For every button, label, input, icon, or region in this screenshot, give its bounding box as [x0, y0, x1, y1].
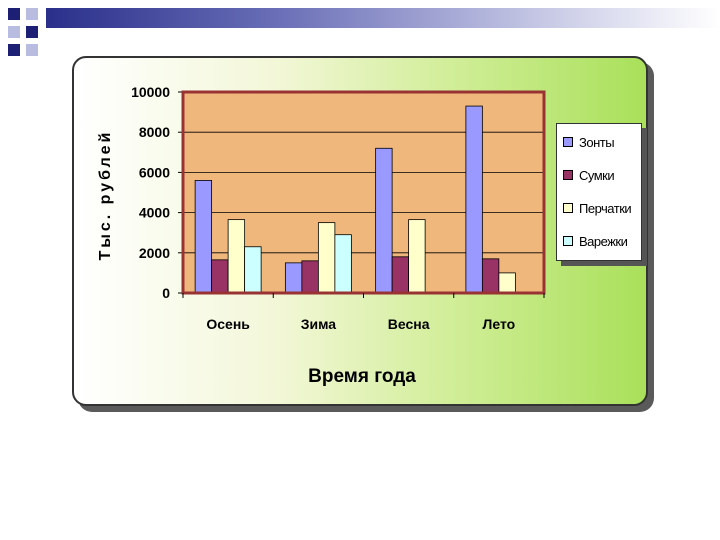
bar: [317, 222, 336, 294]
bar: [465, 105, 483, 294]
y-tick-label: 0: [162, 285, 170, 301]
corner-square-2: [26, 8, 38, 20]
bar: [194, 180, 213, 294]
y-tick-label: 8000: [139, 124, 170, 140]
legend-item: Зонты: [563, 134, 615, 150]
legend-label: Сумки: [579, 167, 615, 183]
y-tick-label: 4000: [139, 205, 170, 221]
bar: [227, 219, 246, 294]
bar: [301, 260, 319, 294]
corner-square-5: [8, 44, 20, 56]
legend: Зонты Сумки Перчатки Варежки: [556, 123, 642, 261]
y-tick-label: 6000: [139, 164, 170, 180]
legend-swatch: [563, 170, 573, 180]
y-tick-label: 10000: [131, 84, 170, 100]
legend-item: Перчатки: [563, 200, 632, 216]
x-tick-label: Зима: [301, 316, 337, 332]
x-tick-label: Осень: [206, 316, 250, 332]
bar: [375, 147, 393, 294]
bar: [498, 272, 516, 294]
x-axis-label: Время года: [308, 366, 416, 387]
legend-swatch: [563, 236, 573, 246]
legend-swatch: [563, 203, 573, 213]
legend-label: Перчатки: [579, 200, 632, 216]
y-tick-label: 2000: [139, 245, 170, 261]
corner-square-3: [8, 26, 20, 38]
bar: [391, 256, 410, 294]
bar: [334, 234, 352, 294]
corner-square-4: [26, 26, 38, 38]
slide-top-bar: [46, 8, 720, 28]
x-tick-label: Весна: [388, 316, 430, 332]
bar: [244, 246, 262, 294]
bar: [284, 262, 303, 294]
x-tick-label: Лето: [483, 316, 516, 332]
legend-label: Варежки: [579, 233, 628, 249]
legend-item: Варежки: [563, 233, 628, 249]
legend-item: Сумки: [563, 167, 615, 183]
corner-square-1: [8, 8, 20, 20]
bar: [408, 219, 426, 294]
legend-swatch: [563, 137, 573, 147]
bar: [481, 258, 500, 294]
legend-label: Зонты: [579, 134, 615, 150]
y-axis-label: Тыс. рублей: [97, 129, 114, 261]
bar: [211, 259, 229, 294]
corner-square-6: [26, 44, 38, 56]
